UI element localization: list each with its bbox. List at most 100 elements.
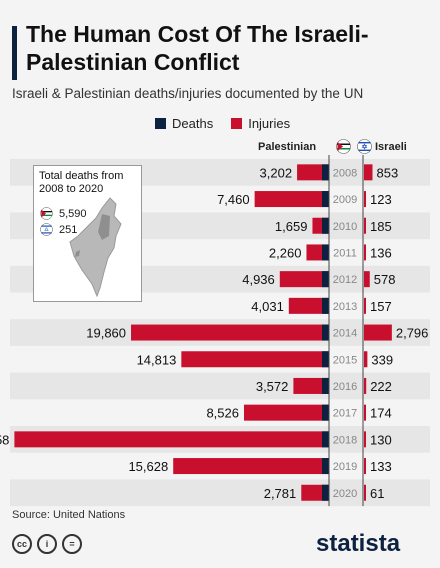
israeli-bar	[364, 297, 366, 314]
year-label: 2011	[333, 247, 357, 259]
palestinian-value-label: 3,572	[256, 379, 289, 394]
palestinian-bar	[131, 324, 329, 341]
palestinian-column-label: Palestinian	[258, 141, 317, 153]
israeli-value-label: 339	[371, 352, 393, 367]
israel-flag-icon	[357, 139, 372, 154]
palestinian-bar	[14, 431, 329, 448]
legend-deaths-label: Deaths	[172, 116, 214, 131]
israeli-value-label: 157	[370, 299, 392, 314]
palestinian-bar	[279, 271, 329, 288]
total-deaths-inset: Total deaths from 2008 to 2020 5,590 251	[33, 165, 142, 302]
palestinian-bar	[288, 297, 329, 314]
israeli-value-label: 174	[370, 406, 392, 421]
inset-palestinian-total-value: 5,590	[59, 207, 87, 220]
palestinian-bar	[254, 191, 329, 208]
title-accent-bar	[12, 26, 17, 80]
palestinian-value-label: 8,526	[206, 406, 239, 421]
palestinian-value-label: 15,628	[128, 459, 168, 474]
inset-israeli-total: 251	[40, 223, 77, 236]
israeli-bar	[364, 271, 370, 288]
israeli-value-label: 133	[370, 459, 392, 474]
year-label: 2010	[333, 221, 357, 233]
inset-israeli-total-value: 251	[59, 223, 78, 236]
palestinian-value-label: 4,031	[251, 299, 284, 314]
palestinian-death-segment	[322, 484, 329, 501]
palestine-flag-icon	[336, 139, 351, 154]
palestinian-bar	[297, 164, 329, 181]
year-label: 2009	[333, 194, 357, 206]
year-label: 2014	[333, 328, 357, 340]
legend-injuries-swatch	[231, 118, 243, 129]
israeli-bar	[364, 484, 366, 501]
palestinian-value-label: 2,781	[264, 486, 297, 501]
israeli-value-label: 123	[370, 192, 392, 207]
legend-injuries-label: Injuries	[248, 116, 291, 131]
israeli-bar	[364, 351, 368, 368]
israeli-value-label: 853	[377, 165, 399, 180]
palestinian-value-label: 7,460	[217, 192, 250, 207]
chart-title: The Human Cost Of The Israeli-Palestinia…	[26, 21, 369, 75]
palestinian-death-segment	[322, 351, 329, 368]
chart-subtitle: Israeli & Palestinian deaths/injuries do…	[12, 86, 364, 101]
palestinian-bar	[244, 404, 329, 421]
israeli-value-label: 136	[370, 245, 392, 260]
year-label: 2020	[333, 488, 357, 500]
palestinian-value-label: 31,558	[0, 432, 9, 447]
year-label: 2012	[333, 274, 357, 286]
legend-deaths-swatch	[155, 118, 166, 129]
palestinian-death-segment	[322, 244, 329, 261]
year-label: 2018	[333, 434, 357, 446]
israeli-bar	[364, 458, 366, 475]
inset-palestinian-total: 5,590	[40, 207, 87, 220]
israeli-value-label: 130	[370, 432, 392, 447]
palestinian-value-label: 1,659	[275, 219, 308, 234]
row-band	[10, 372, 430, 400]
palestine-flag-small-icon	[40, 207, 53, 220]
israeli-bar	[364, 244, 366, 261]
israeli-value-label: 185	[370, 219, 392, 234]
palestinian-death-segment	[322, 431, 329, 448]
palestinian-bar	[181, 351, 329, 368]
year-label: 2017	[333, 408, 357, 420]
palestinian-value-label: 3,202	[260, 165, 293, 180]
brand-logo[interactable]: statista	[316, 530, 401, 557]
license-icons[interactable]: cc i =	[12, 534, 87, 554]
palestinian-death-segment	[322, 458, 329, 475]
cc-icon: cc	[12, 534, 32, 554]
year-label: 2019	[333, 461, 357, 473]
israeli-value-label: 61	[370, 486, 384, 501]
israeli-bar	[364, 431, 366, 448]
israeli-bar	[364, 191, 366, 208]
israel-flag-small-icon	[40, 223, 53, 236]
palestinian-death-segment	[322, 191, 329, 208]
map-icon	[69, 197, 122, 298]
israeli-bar	[364, 217, 366, 234]
israeli-bar	[364, 404, 366, 421]
palestinian-value-label: 4,936	[242, 272, 275, 287]
israeli-value-label: 2,796	[396, 326, 429, 341]
israeli-column-label: Israeli	[375, 141, 407, 153]
legend-injuries: Injuries	[231, 116, 290, 131]
year-label: 2013	[333, 301, 357, 313]
palestinian-value-label: 19,860	[86, 326, 126, 341]
year-label: 2008	[333, 167, 357, 179]
palestinian-value-label: 14,813	[137, 352, 177, 367]
israeli-value-label: 222	[370, 379, 392, 394]
attribution-icon: i	[37, 534, 57, 554]
palestinian-death-segment	[322, 297, 329, 314]
israeli-bar	[364, 164, 373, 181]
no-derivatives-icon: =	[62, 534, 82, 554]
palestinian-bar	[173, 458, 329, 475]
israeli-bar	[364, 377, 367, 394]
israeli-bar	[364, 324, 392, 341]
row-band	[10, 479, 430, 507]
palestinian-death-segment	[322, 324, 329, 341]
legend-deaths: Deaths	[155, 116, 213, 131]
israeli-value-label: 578	[374, 272, 396, 287]
palestinian-death-segment	[322, 271, 329, 288]
inset-title: Total deaths from 2008 to 2020	[39, 170, 124, 195]
palestinian-death-segment	[322, 377, 329, 394]
legend: Deaths Injuries	[155, 116, 308, 131]
palestinian-death-segment	[322, 404, 329, 421]
palestinian-death-segment	[322, 164, 329, 181]
